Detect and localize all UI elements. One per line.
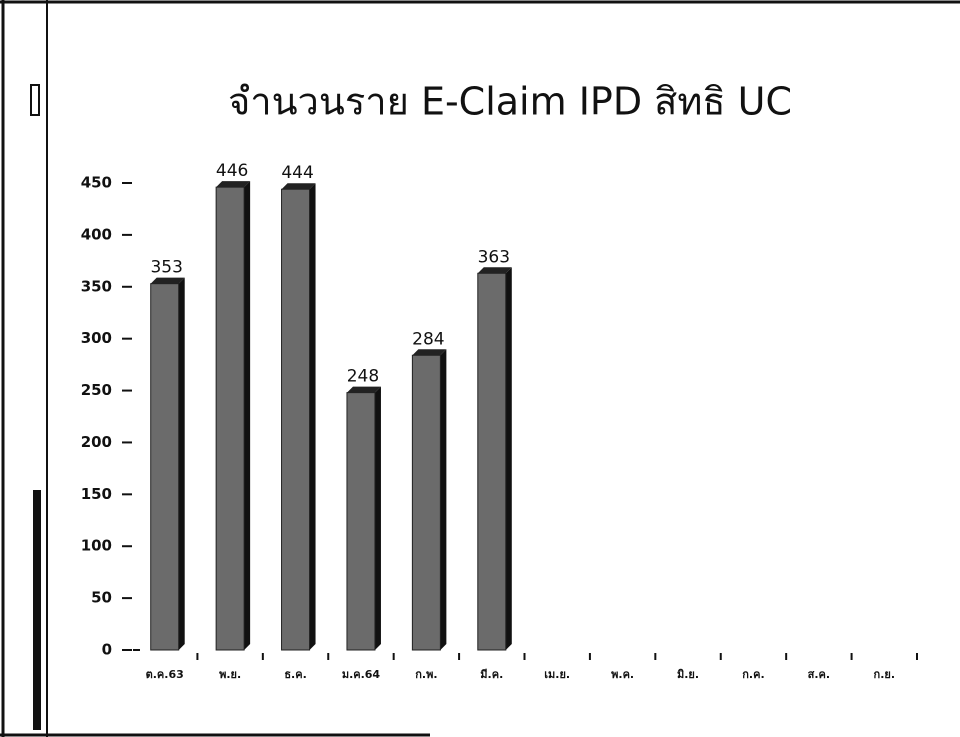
scroll-bar bbox=[33, 490, 41, 730]
x-tick-label: มี.ค. bbox=[480, 668, 503, 681]
y-tick-label: 350 bbox=[81, 277, 112, 295]
data-label: 446 bbox=[216, 161, 248, 181]
y-tick-label: 450 bbox=[81, 174, 112, 192]
x-tick-label: ก.พ. bbox=[415, 668, 437, 681]
bar-top bbox=[412, 349, 447, 356]
x-tick-label: พ.ย. bbox=[219, 668, 241, 681]
x-tick-label: ธ.ค. bbox=[284, 668, 306, 681]
data-label: 284 bbox=[412, 329, 444, 349]
x-tick-label: ส.ค. bbox=[808, 668, 830, 681]
bar bbox=[150, 283, 180, 651]
bar-side bbox=[178, 277, 185, 650]
y-tick-label: 200 bbox=[81, 433, 112, 451]
data-label: 444 bbox=[281, 163, 313, 183]
bar-side bbox=[309, 183, 316, 650]
y-tick-label: 100 bbox=[81, 537, 112, 555]
bar-side bbox=[244, 181, 251, 650]
bar-side bbox=[374, 386, 381, 650]
x-tick-label: ก.ย. bbox=[874, 668, 895, 681]
bar-top bbox=[346, 386, 381, 393]
bar bbox=[281, 188, 311, 651]
bar-top bbox=[281, 183, 316, 190]
x-tick-label: พ.ค. bbox=[611, 668, 634, 681]
x-tick-label: ต.ค.63 bbox=[146, 668, 184, 681]
y-tick-label: 150 bbox=[81, 485, 112, 503]
y-tick-label: 50 bbox=[91, 589, 112, 607]
bar-side bbox=[505, 267, 512, 650]
y-tick-label: 300 bbox=[81, 329, 112, 347]
x-tick-label: ก.ค. bbox=[742, 668, 764, 681]
bar-top bbox=[216, 181, 251, 188]
bar-side bbox=[440, 349, 447, 650]
bar bbox=[346, 392, 376, 651]
chart-title: จำนวนราย E-Claim IPD สิทธิ UC bbox=[228, 80, 792, 124]
y-tick-label: 250 bbox=[81, 381, 112, 399]
y-tick-label: 400 bbox=[81, 225, 112, 243]
x-tick-label: มิ.ย. bbox=[677, 668, 699, 681]
bar bbox=[215, 186, 245, 651]
scroll-thumb bbox=[30, 84, 40, 116]
x-tick-label: เม.ย. bbox=[544, 668, 570, 681]
bar-top bbox=[150, 277, 185, 284]
bar bbox=[477, 272, 507, 651]
data-label: 248 bbox=[347, 367, 379, 387]
y-tick-label: 0 bbox=[102, 641, 112, 659]
bar-top bbox=[477, 267, 512, 274]
data-label: 353 bbox=[150, 258, 182, 278]
data-label: 363 bbox=[478, 247, 510, 267]
bar bbox=[411, 354, 441, 651]
x-tick-label: ม.ค.64 bbox=[342, 668, 381, 681]
